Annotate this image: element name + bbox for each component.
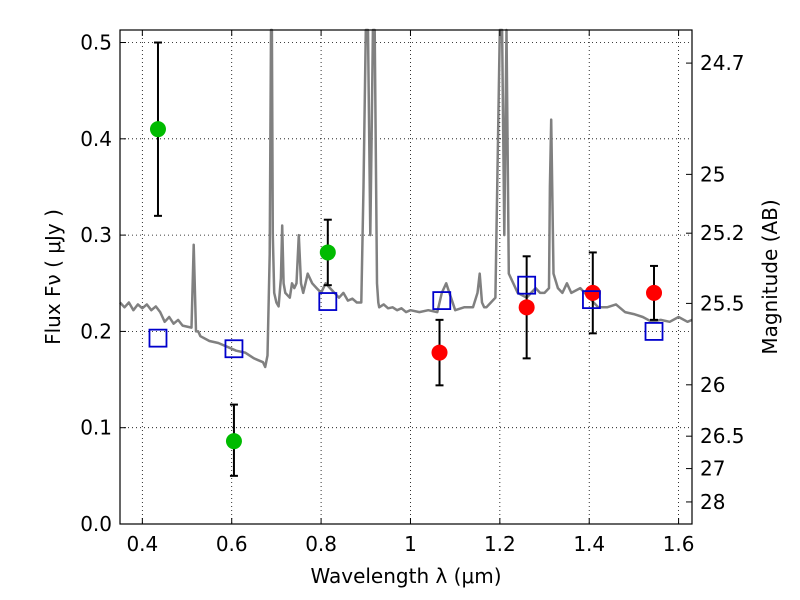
- data-point: [646, 284, 663, 301]
- data-point: [225, 433, 242, 450]
- y2-tick-label: 26: [700, 373, 725, 397]
- data-point: [518, 299, 535, 316]
- y-tick-label: 0.5: [80, 31, 112, 55]
- y2-tick-label: 25.2: [700, 221, 745, 245]
- x-tick-label: 0.4: [126, 532, 158, 556]
- right-axis-title: Magnitude (AB): [758, 199, 782, 354]
- x-tick-label: 0.8: [305, 532, 337, 556]
- y2-tick-label: 28: [700, 490, 725, 514]
- model-point: [517, 275, 537, 295]
- error-bars-layer: [153, 41, 659, 477]
- x-axis-title: Wavelength λ (μm): [310, 564, 501, 588]
- model-point: [644, 322, 664, 341]
- data-point: [431, 344, 448, 361]
- data-point: [319, 244, 336, 261]
- data-point: [149, 121, 166, 138]
- x-tick-label: 1.4: [573, 532, 605, 556]
- y-tick-label: 0.1: [80, 416, 112, 440]
- model-spectrum-line: [119, 28, 693, 369]
- x-tick-label: 0.6: [216, 532, 248, 556]
- y-tick-label: 0.3: [80, 223, 112, 247]
- model-point: [318, 292, 338, 311]
- x-tick-label: 1.2: [484, 532, 516, 556]
- axis-ticks: 0.4 0.6 0.8 1 1.2 1.4 1.6 0.0 0.1 0.2 0.3 0.4 0.5 24.…: [80, 30, 745, 556]
- model-point: [148, 328, 168, 348]
- data-point: [584, 284, 601, 301]
- x-tick-label: 1: [404, 532, 417, 556]
- y-axis-title: Flux Fν ( μJy ): [41, 209, 65, 345]
- grid-lines: [120, 30, 692, 524]
- y2-tick-label: 24.7: [700, 51, 745, 75]
- y2-tick-label: 25: [700, 162, 725, 186]
- y2-tick-label: 26.5: [700, 424, 745, 448]
- y-tick-label: 0.4: [80, 127, 112, 151]
- y2-tick-label: 27: [700, 457, 725, 481]
- model-point: [224, 339, 244, 359]
- y-tick-label: 0.0: [80, 512, 112, 536]
- y2-tick-label: 25.5: [700, 291, 745, 315]
- model-point: [582, 290, 601, 310]
- markers-layer: [148, 121, 664, 450]
- model-point: [432, 291, 452, 310]
- model-spectrum-layer: [119, 28, 693, 369]
- x-tick-label: 1.6: [663, 532, 695, 556]
- y-tick-label: 0.2: [80, 319, 112, 343]
- plot-frame: [119, 29, 693, 525]
